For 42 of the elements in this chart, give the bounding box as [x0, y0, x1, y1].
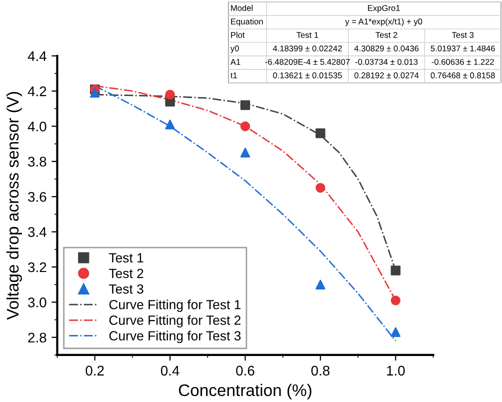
- annotation: 0.76468 ± 0.8158: [430, 72, 495, 78]
- annotation: -0.60636 ± 1.222: [432, 58, 494, 65]
- legend-label: Test 3: [108, 284, 144, 294]
- legend-label: Curve Fitting for Test 2: [109, 315, 241, 328]
- annotation: -0.03734 ± 0.013: [355, 58, 418, 65]
- text: ExpGro1: [368, 5, 400, 13]
- annotation: -6.48209E-4 ± 5.42807: [265, 58, 350, 65]
- annotation: A1: [230, 59, 240, 65]
- annotation: t1: [230, 72, 237, 78]
- x-tick-label: 0.4: [160, 366, 180, 376]
- annotation: 0.28192 ± 0.0274: [354, 72, 419, 78]
- text: Test 2: [376, 32, 398, 38]
- text: y0: [230, 45, 239, 54]
- y-tick-label: 3.0: [28, 298, 46, 308]
- y-tick-label: 3.8: [28, 156, 46, 167]
- annotation: 0.13621 ± 0.01535: [273, 72, 342, 78]
- y-tick-label: 3.2: [28, 262, 46, 272]
- legend-label: Test 2: [108, 268, 144, 278]
- x-tick-label: 0.8: [311, 366, 330, 376]
- legend-label: Curve Fitting for Test 1: [109, 300, 241, 312]
- text: 5.01937 ± 1.4846: [430, 45, 495, 52]
- text: Model: [231, 4, 253, 11]
- text: y = A1*exp(x/t1) + y0: [345, 18, 422, 26]
- x-tick-label: 0.2: [86, 366, 104, 376]
- text: Equation: [231, 18, 263, 26]
- text: Plot: [231, 32, 245, 38]
- text: Test 1: [296, 32, 318, 38]
- text: 4.18399 ± 0.02242: [272, 45, 342, 52]
- y-tick-label: 2.8: [28, 332, 46, 343]
- x-tick-label: 1.0: [387, 366, 405, 376]
- x-tick-label: 0.6: [236, 366, 254, 376]
- legend-label: Curve Fitting for Test 3: [109, 330, 241, 344]
- y-tick-label: 4.2: [28, 86, 46, 96]
- legend-label: Test 1: [108, 253, 144, 262]
- y-tick-label: 3.4: [28, 227, 46, 237]
- text: Test 3: [452, 32, 474, 38]
- text: 4.30829 ± 0.0436: [354, 45, 419, 52]
- y-tick-label: 4.4: [28, 51, 46, 61]
- y-tick-label: 3.6: [28, 192, 46, 202]
- x-axis-title: Concentration (%): [178, 384, 312, 400]
- y-tick-label: 4.0: [28, 122, 46, 132]
- y-axis-title: Voltage drop across sensor (V): [6, 92, 22, 320]
